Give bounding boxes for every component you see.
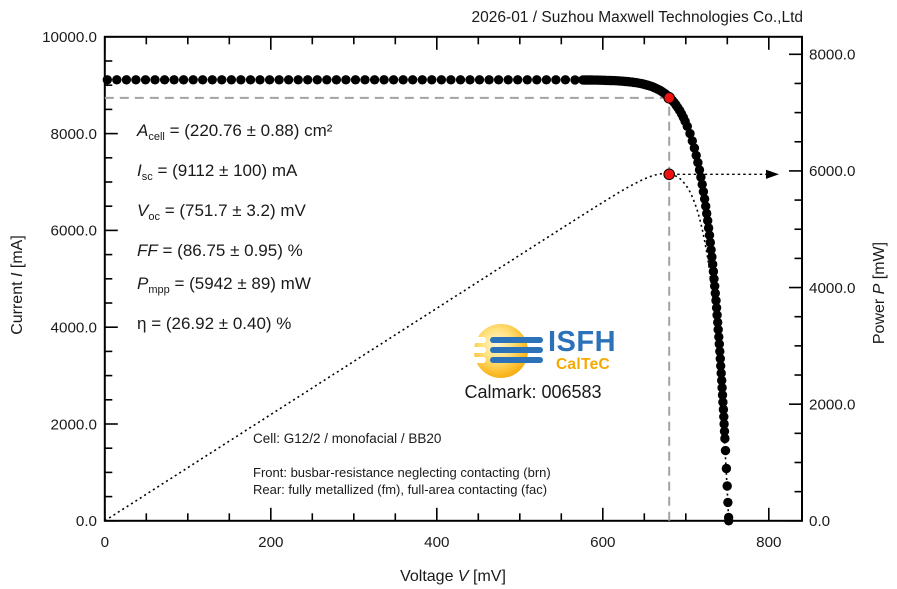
x-axis-title: Voltage V [mV] xyxy=(400,568,506,585)
iv-data-points xyxy=(102,75,734,526)
y-left-tick-label: 10000.0 xyxy=(42,29,97,46)
mpp-guide-lines xyxy=(104,96,671,521)
y-left-tick-label: 4000.0 xyxy=(51,320,97,337)
y-right-tick-label: 8000.0 xyxy=(809,47,855,64)
y-right-axis-title: Power P [mW] xyxy=(871,242,888,344)
x-tick-label: 400 xyxy=(424,534,449,551)
y-left-tick-label: 0.0 xyxy=(76,513,97,530)
axis-ticks xyxy=(104,35,802,522)
power-mpp-arrow xyxy=(677,169,779,179)
power-curve xyxy=(104,172,730,522)
x-tick-label: 800 xyxy=(756,534,781,551)
x-tick-label: 200 xyxy=(258,534,283,551)
x-tick-label: 0 xyxy=(101,534,109,551)
mpp-marker-power xyxy=(663,168,676,181)
y-right-tick-label: 4000.0 xyxy=(809,280,855,297)
mpp-markers xyxy=(663,92,676,181)
axis-tick-labels: 0 200 400 600 8000.02000.04000.06000.08000.0… xyxy=(42,29,855,551)
y-left-tick-label: 8000.0 xyxy=(51,126,97,143)
y-left-tick-label: 6000.0 xyxy=(51,223,97,240)
x-tick-label: 600 xyxy=(590,534,615,551)
plot-frame xyxy=(103,35,804,522)
chart-title: 2026-01 / Suzhou Maxwell Technologies Co… xyxy=(472,9,803,26)
mpp-marker-iv xyxy=(663,92,676,104)
y-right-tick-label: 6000.0 xyxy=(809,163,855,180)
y-left-tick-label: 2000.0 xyxy=(51,416,97,433)
arrow-head-icon xyxy=(766,169,779,179)
y-right-tick-label: 2000.0 xyxy=(809,396,855,413)
y-left-axis-title: Current I [mA] xyxy=(9,235,26,335)
power-curve-line xyxy=(104,172,730,522)
y-right-tick-label: 0.0 xyxy=(809,513,830,530)
